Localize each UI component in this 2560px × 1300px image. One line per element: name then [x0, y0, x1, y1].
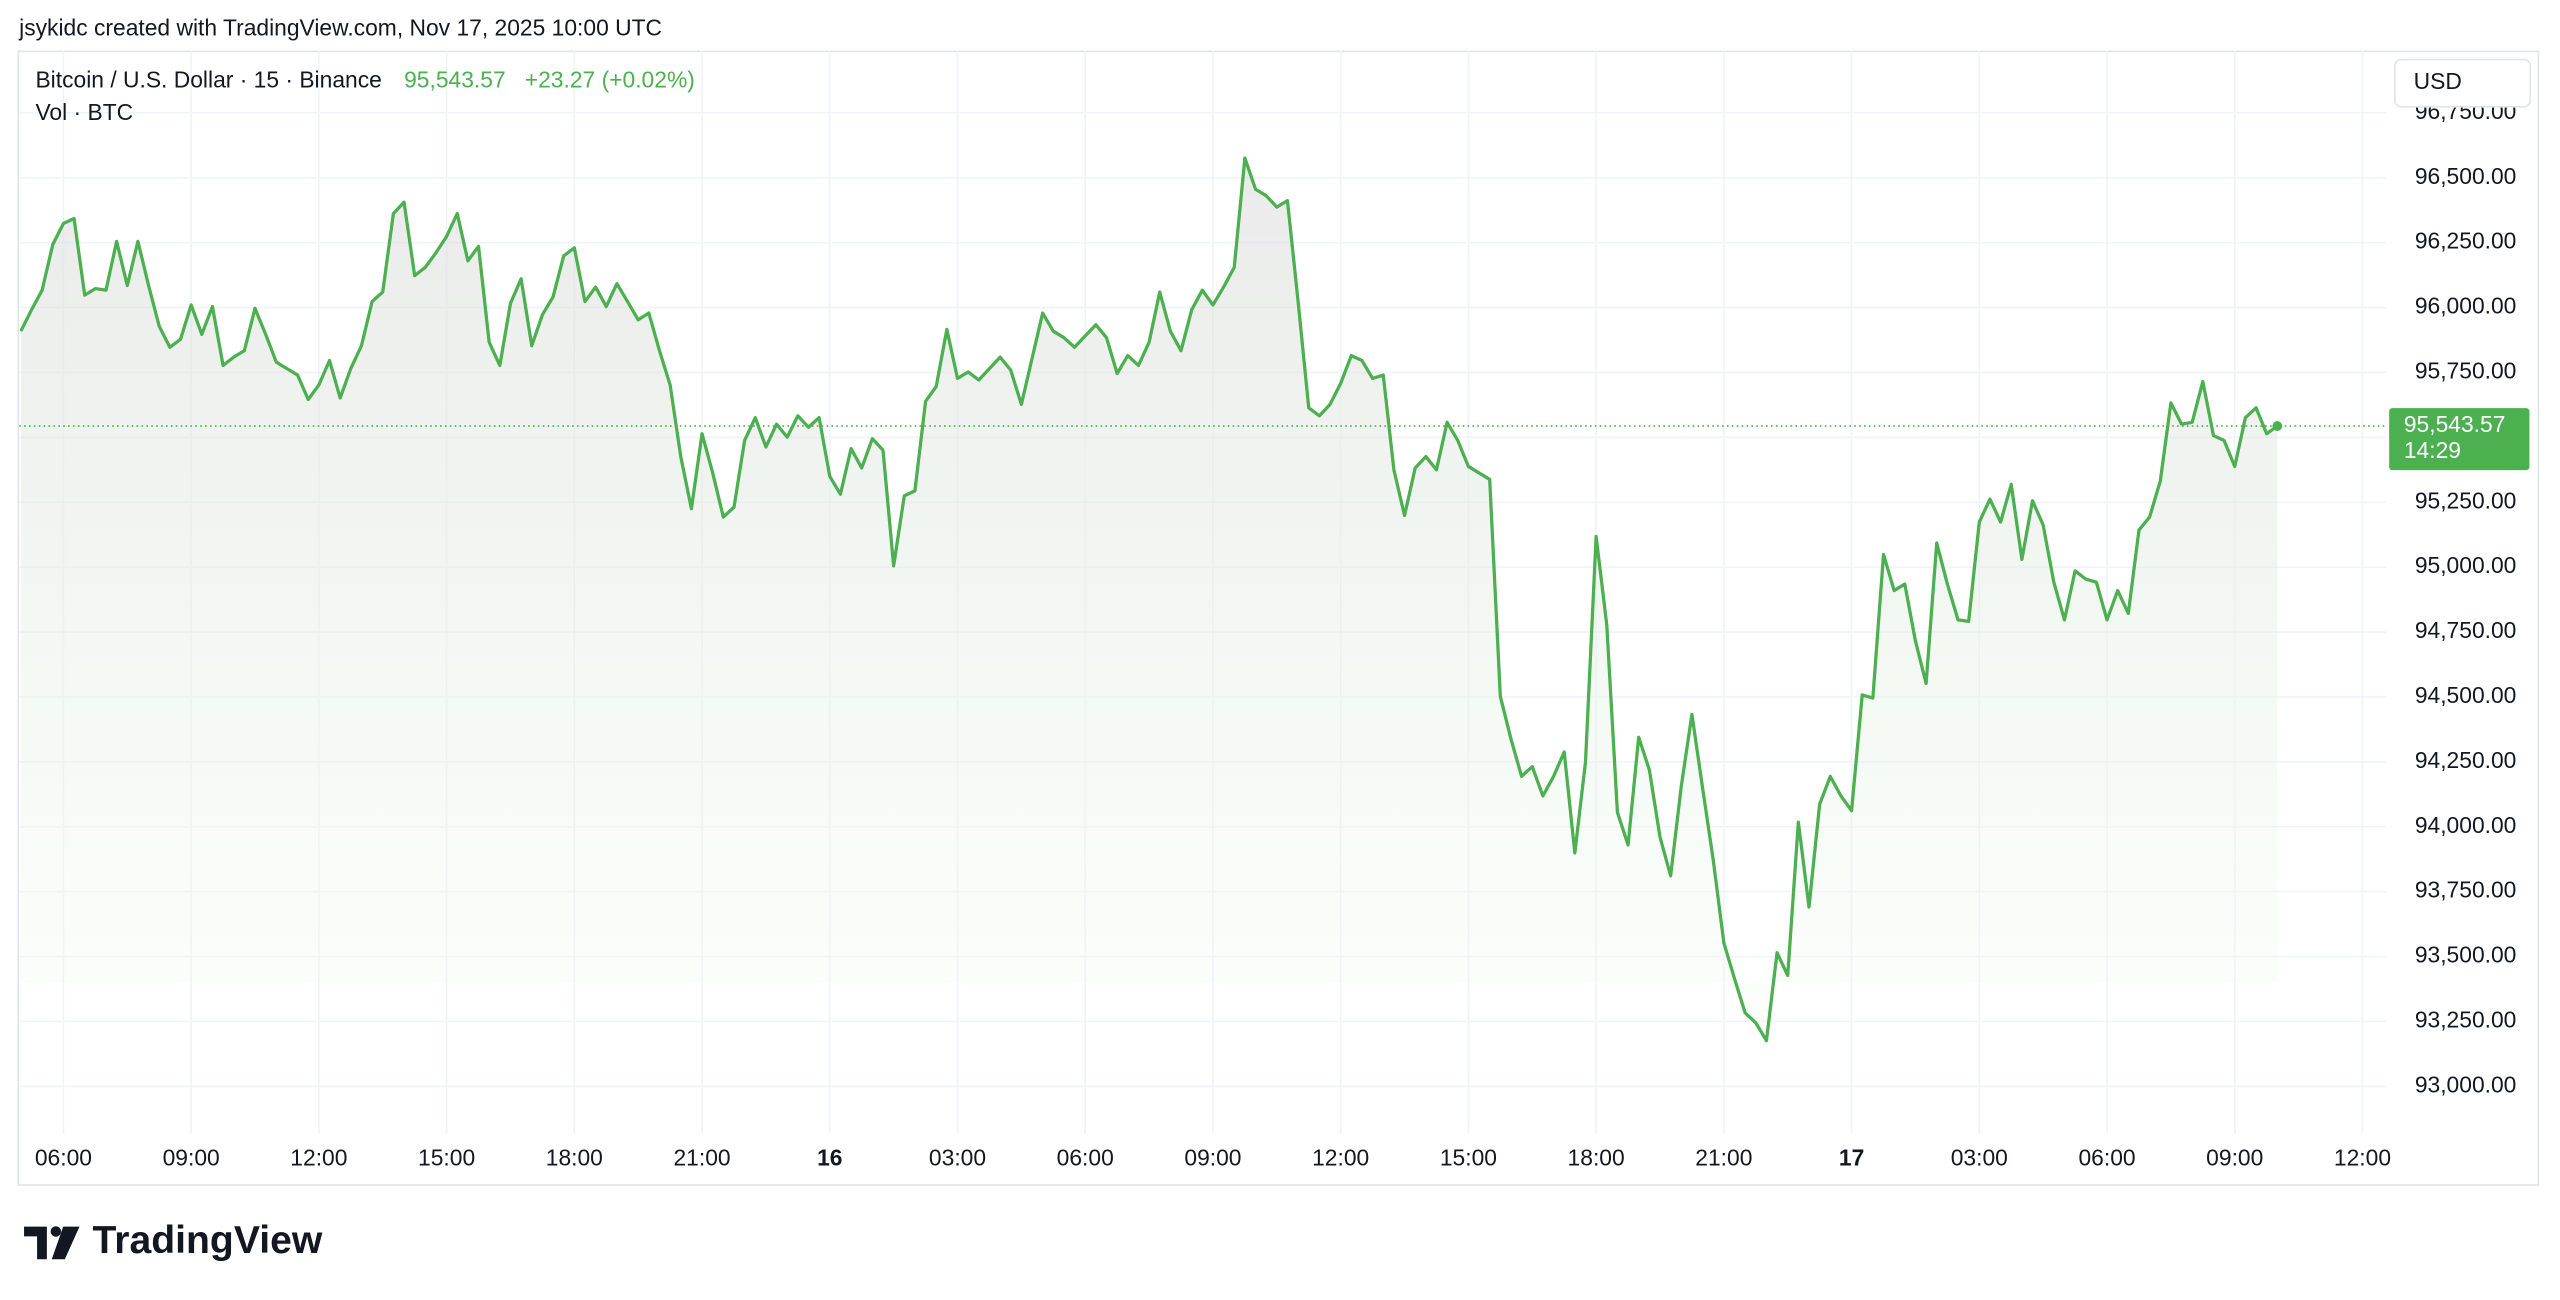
plot-area	[19, 156, 2386, 1043]
logo-mark	[50, 1226, 62, 1237]
x-tick-label: 12:00	[2334, 1145, 2391, 1171]
y-tick-label: 94,250.00	[2415, 747, 2517, 773]
x-tick-label: 09:00	[163, 1145, 220, 1171]
brand-name: TradingView	[93, 1219, 323, 1262]
x-tick-label: 06:00	[1057, 1145, 1114, 1171]
x-tick-label: 09:00	[2206, 1145, 2263, 1171]
x-tick-label: 06:00	[35, 1145, 92, 1171]
x-tick-label: 12:00	[1312, 1145, 1369, 1171]
y-tick-label: 96,500.00	[2415, 163, 2517, 189]
y-tick-label: 94,500.00	[2415, 682, 2517, 708]
last-point	[2272, 421, 2283, 431]
x-tick-label: 03:00	[929, 1145, 986, 1171]
logo-mark	[24, 1226, 47, 1260]
x-tick-label: 15:00	[1440, 1145, 1497, 1171]
x-tick-label: 21:00	[1695, 1145, 1752, 1171]
x-tick-label: 03:00	[1951, 1145, 2008, 1171]
y-tick-label: 96,250.00	[2415, 228, 2517, 254]
y-tick-label: 93,750.00	[2415, 877, 2517, 903]
x-tick-label: 21:00	[673, 1145, 730, 1171]
x-tick-label: 17	[1839, 1145, 1864, 1171]
y-tick-label: 93,250.00	[2415, 1007, 2517, 1033]
y-tick-label: 94,000.00	[2415, 812, 2517, 838]
x-tick-label: 09:00	[1184, 1145, 1241, 1171]
x-tick-label: 15:00	[418, 1145, 475, 1171]
x-tick-label: 16	[817, 1145, 842, 1171]
chart-frame	[17, 50, 2540, 1186]
y-tick-label: 95,000.00	[2415, 552, 2517, 578]
attribution: jsykidc created with TradingView.com, No…	[18, 14, 662, 40]
x-tick-label: 18:00	[1568, 1145, 1625, 1171]
y-tick-label: 94,750.00	[2415, 617, 2517, 643]
currency-button[interactable]	[2394, 58, 2532, 108]
logo-mark	[51, 1226, 80, 1260]
y-tick-label: 95,250.00	[2415, 487, 2517, 513]
price-badge	[2389, 408, 2530, 471]
x-tick-label: 06:00	[2078, 1145, 2135, 1171]
volume-label: Vol · BTC	[35, 99, 133, 125]
x-tick-label: 18:00	[546, 1145, 603, 1171]
y-tick-label: 96,000.00	[2415, 293, 2517, 319]
y-tick-label: 95,750.00	[2415, 358, 2517, 384]
y-tick-label: 93,000.00	[2415, 1071, 2517, 1097]
price-badge-countdown: 14:29	[2404, 437, 2461, 463]
header-price: 95,543.57	[404, 67, 506, 93]
x-axis: 06:00 09:00 12:00 15:00 18:00 21:00 16 03:00 06:…	[35, 1145, 2391, 1171]
y-tick-label: 93,500.00	[2415, 942, 2517, 968]
price-badge-value: 95,543.57	[2404, 411, 2506, 437]
currency-label[interactable]: USD	[2414, 68, 2462, 94]
x-tick-label: 12:00	[290, 1145, 347, 1171]
brand-logo: TradingView	[24, 1219, 323, 1262]
chart-title: Bitcoin / U.S. Dollar · 15 · Binance	[35, 67, 381, 93]
header-change: +23.27 (+0.02%)	[525, 67, 695, 93]
area-fill	[20, 158, 2278, 1041]
price-line	[19, 156, 2279, 1043]
